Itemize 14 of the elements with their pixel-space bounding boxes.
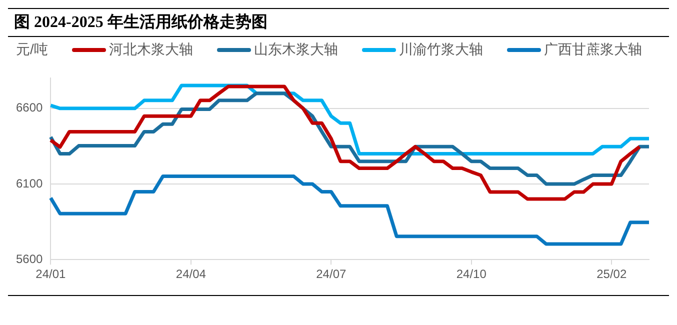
y-tick-label: 6600: [16, 100, 44, 115]
x-tick-label: 24/04: [176, 267, 206, 282]
legend-label: 河北木浆大轴: [108, 41, 193, 59]
legend-label: 川渝竹浆大轴: [398, 41, 483, 59]
chart-title: 图 2024-2025 年生活用纸价格走势图: [8, 8, 669, 37]
y-tick-label: 5600: [16, 252, 44, 266]
x-tick-label: 25/02: [596, 267, 627, 282]
legend-label: 广西甘蔗浆大轴: [544, 41, 642, 59]
y-tick-label: 6100: [16, 176, 44, 190]
x-tick-label: 24/10: [456, 267, 487, 282]
legend-label: 山东木浆大轴: [254, 41, 338, 59]
y-axis-title: 元/吨: [16, 41, 48, 59]
x-tick-label: 24/07: [316, 267, 346, 282]
x-tick-label: 24/01: [36, 267, 66, 282]
